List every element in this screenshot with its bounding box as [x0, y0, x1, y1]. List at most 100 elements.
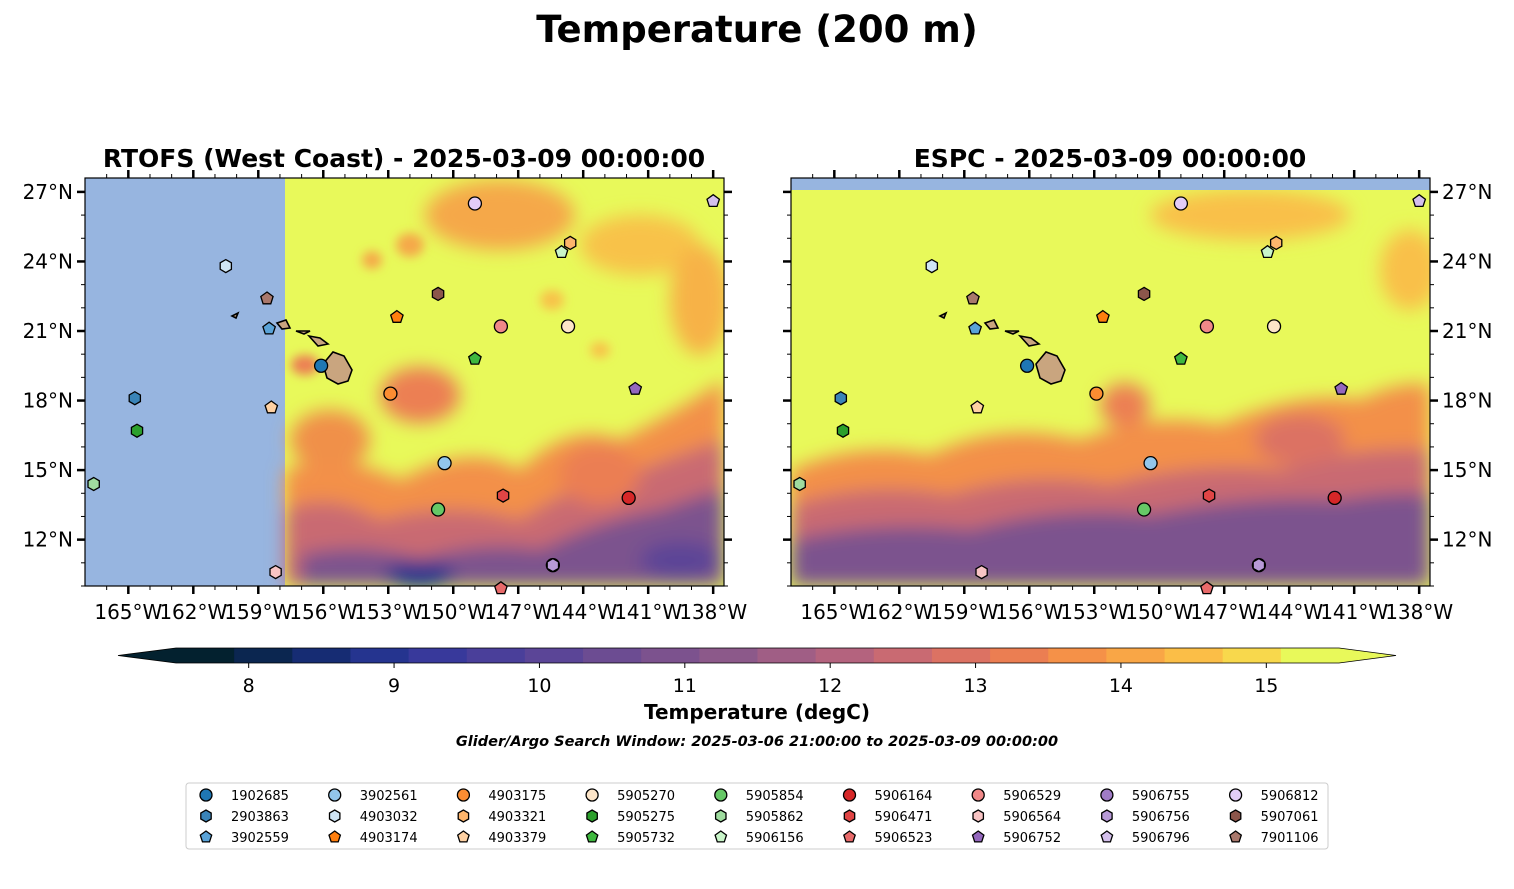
x-tick-label: 159°W	[930, 600, 998, 624]
float-marker-4903174	[1095, 309, 1110, 323]
panel-title-rtofs: RTOFS (West Coast) - 2025-03-09 00:00:00	[103, 144, 705, 173]
legend-marker-5905275	[586, 809, 598, 823]
x-tick-label: 159°W	[224, 600, 292, 624]
colorbar-bin	[1280, 648, 1340, 663]
legend-marker-5906164	[842, 788, 857, 802]
colorbar-bins	[117, 647, 1397, 664]
float-marker-5905862	[793, 476, 806, 492]
legend-item: 5905275	[586, 809, 675, 825]
x-tick-label: 165°W	[94, 600, 162, 624]
islands-rtofs	[230, 311, 353, 385]
legend-marker-5906756	[1101, 809, 1113, 823]
float-marker-5906564	[975, 564, 988, 580]
y-tick-label: 18°N	[23, 389, 73, 413]
y-tick-label: 15°N	[23, 458, 73, 482]
legend-item: 7901106	[1229, 830, 1319, 846]
float-marker-4903379	[264, 400, 279, 414]
float-marker-3902561	[1143, 455, 1158, 471]
float-marker-5906812	[467, 196, 483, 211]
float-marker-5906812	[1173, 196, 1189, 211]
legend-item: 5906756	[1101, 809, 1190, 825]
legend-label: 1902685	[231, 789, 289, 804]
float-marker-5905275	[836, 423, 850, 438]
colorbar: 8 9 10 11 12 13 14 15 Temperature (degC)	[117, 647, 1397, 724]
float-marker-5906164	[621, 490, 636, 506]
float-marker-2903863	[834, 390, 848, 406]
float-marker-4903032	[219, 258, 233, 274]
float-marker-3902561	[437, 455, 452, 471]
y-tick-label: 12°N	[23, 528, 73, 552]
float-marker-5905732	[1173, 351, 1188, 365]
legend-label: 4903321	[488, 810, 546, 825]
float-marker-5905732	[467, 351, 482, 365]
legend-marker-5906755	[1100, 788, 1114, 802]
axes-frame-rtofs	[84, 177, 725, 587]
legend-label: 5907061	[1261, 810, 1319, 825]
x-tick-label: 147°W	[484, 600, 552, 624]
float-marker-4903321	[1269, 235, 1283, 251]
x-tick-label: 162°W	[865, 600, 933, 624]
legend-marker-4903032	[328, 809, 341, 823]
legend-label: 5906752	[1003, 831, 1061, 846]
colorbar-tick-label: 15	[1254, 675, 1278, 697]
colorbar-bin	[1164, 648, 1224, 663]
legend-item: 5906752	[971, 830, 1061, 846]
legend-label: 3902559	[231, 831, 289, 846]
legend-marker-5905862	[714, 809, 727, 823]
legend-item: 5906523	[843, 830, 932, 846]
colorbar-bin	[583, 648, 642, 663]
map-area-espc	[791, 178, 1430, 586]
legend-marker-4903321	[457, 809, 470, 823]
float-marker-5906471	[1202, 488, 1216, 503]
legend-item: 5906564	[972, 809, 1061, 825]
y-tick-label: 24°N	[23, 249, 73, 273]
legend-item: 4903321	[457, 809, 546, 825]
x-tick-label: 150°W	[419, 600, 487, 624]
colorbar-bin	[234, 648, 293, 663]
float-marker-5906752	[1334, 381, 1349, 395]
legend-item: 5906529	[971, 788, 1061, 804]
legend-item: 5906796	[1100, 830, 1190, 846]
float-marker-5906164	[1327, 490, 1342, 506]
colorbar-tick-label: 10	[527, 675, 551, 697]
legend-marker-5906796	[1100, 830, 1114, 843]
colorbar-tick-label: 12	[818, 675, 842, 697]
legend-label: 4903379	[488, 831, 546, 846]
legend-items: 1902685 2903863 3902559 3902561 4903032 49031…	[199, 788, 1319, 846]
axis-ticks-espc: 165°W162°W159°W156°W153°W150°W147°W144°W…	[783, 170, 1492, 624]
legend-item: 4903174	[328, 830, 418, 846]
float-marker-5906523	[1199, 580, 1214, 595]
x-tick-label: 138°W	[679, 600, 747, 624]
float-marker-4903032	[925, 258, 939, 274]
float-marker-4903175	[383, 386, 398, 401]
colorbar-bin	[873, 648, 933, 663]
float-marker-7901106	[260, 291, 274, 305]
float-marker-5906156	[554, 244, 569, 259]
float-marker-4903321	[563, 235, 577, 251]
no-data-band-espc	[791, 178, 1430, 190]
float-marker-5907061	[431, 286, 445, 302]
colorbar-bin	[990, 648, 1049, 663]
panel-espc: ESPC - 2025-03-09 00:00:00 165°W162°W159…	[783, 144, 1492, 624]
float-marker-5905854	[1136, 502, 1152, 517]
legend-marker-5906529	[971, 788, 985, 802]
x-tick-label: 144°W	[1255, 600, 1323, 624]
axes-frame-espc	[790, 177, 1431, 587]
legend-marker-7901106	[1229, 830, 1243, 843]
axis-ticks-rtofs: 165°W162°W159°W156°W153°W150°W147°W144°W…	[23, 170, 747, 624]
y-tick-label: 24°N	[1442, 249, 1492, 273]
float-marker-5906523	[493, 580, 508, 595]
x-tick-label: 156°W	[289, 600, 357, 624]
legend-label: 4903175	[488, 789, 546, 804]
colorbar-bin	[176, 648, 235, 663]
legend-marker-1902685	[199, 788, 213, 802]
x-tick-label: 150°W	[1125, 600, 1193, 624]
y-tick-label: 27°N	[1442, 180, 1492, 204]
float-marker-5906756	[1252, 557, 1266, 573]
legend-label: 4903032	[360, 810, 418, 825]
float-marker-4903174	[389, 309, 404, 323]
legend-item: 5906164	[842, 788, 932, 804]
colorbar-label: Temperature (degC)	[644, 700, 870, 724]
colorbar-tick-label: 8	[243, 675, 255, 697]
